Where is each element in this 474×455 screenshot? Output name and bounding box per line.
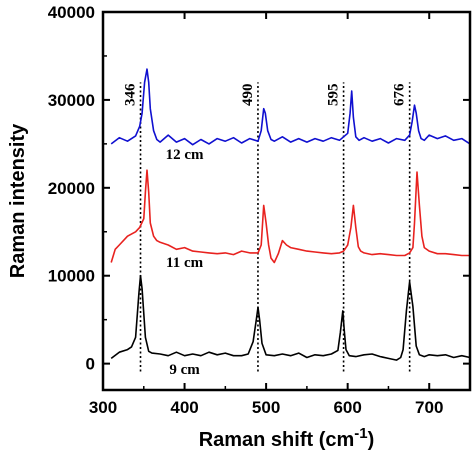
series-line-11-cm	[110, 169, 470, 264]
peak-label-595: 595	[326, 84, 342, 107]
y-axis-title: Raman intensity	[7, 123, 29, 278]
series-lines	[110, 68, 471, 361]
x-tick-label-700: 700	[415, 398, 443, 417]
y-tick-label-40000: 40000	[48, 3, 95, 22]
chart-labels: 346 490 595 676 9 cm 11 cm 12 cm 300 400 500 600 70…	[7, 3, 443, 451]
peak-label-676: 676	[392, 83, 408, 106]
y-tick-label-30000: 30000	[48, 91, 95, 110]
x-axis-title: Raman shift (cm-1)	[199, 425, 375, 451]
series-label-12-cm: 12 cm	[166, 147, 204, 163]
x-axis-title-main: Raman shift (cm	[199, 429, 355, 451]
plot-frame	[101, 10, 472, 392]
series-line-9-cm	[110, 274, 471, 361]
y-tick-label-10000: 10000	[48, 267, 95, 286]
series-label-9-cm: 9 cm	[169, 362, 200, 378]
x-axis-title-close: )	[368, 429, 375, 451]
axes	[101, 10, 472, 392]
x-axis-title-superscript: -1	[354, 425, 367, 442]
series-label-11-cm: 11 cm	[166, 255, 204, 271]
peak-label-490: 490	[240, 84, 256, 107]
x-tick-label-600: 600	[333, 398, 361, 417]
peak-label-346: 346	[123, 83, 139, 106]
x-tick-label-400: 400	[170, 398, 198, 417]
x-tick-label-300: 300	[89, 398, 117, 417]
y-tick-label-0: 0	[86, 355, 95, 374]
x-tick-label-500: 500	[252, 398, 280, 417]
series-line-12-cm	[110, 68, 471, 146]
y-tick-label-20000: 20000	[48, 179, 95, 198]
reference-peak-lines	[139, 82, 411, 372]
